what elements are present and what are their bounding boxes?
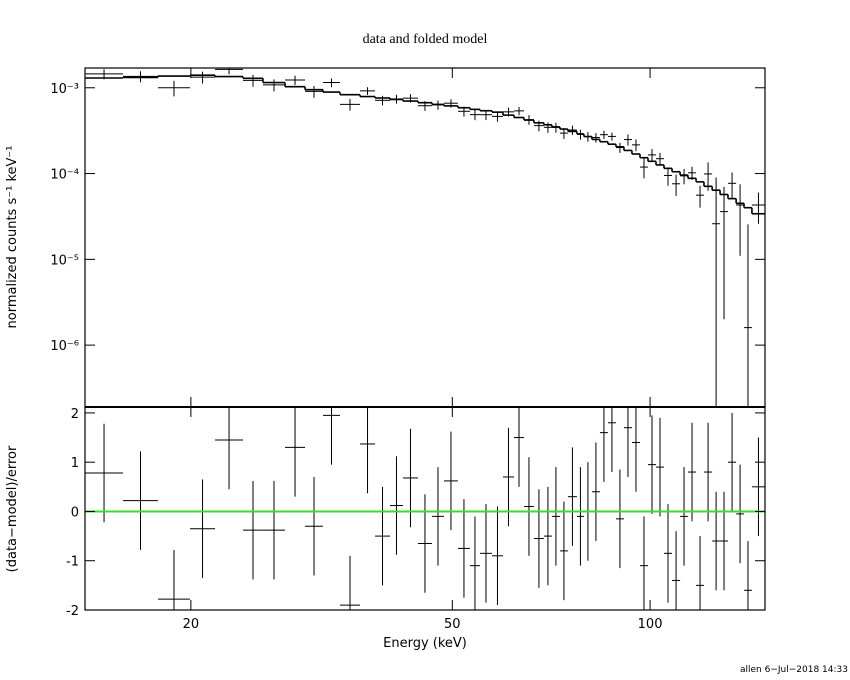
x-tick-label: 50 [444, 617, 461, 632]
y-axis-label: normalized counts s⁻¹ keV⁻¹ [5, 146, 20, 329]
x-tick-label: 100 [638, 617, 663, 632]
spectrum-panel [85, 68, 765, 407]
axes: 20 50 100 10⁻³ 10⁻⁴ 10⁻⁵ 10⁻⁶ -2 -1 0 1 2 [50, 67, 766, 632]
y-tick-label: 10⁻⁶ [50, 339, 79, 354]
chart-title: data and folded model [363, 32, 488, 47]
residual-y-tick-label: 1 [71, 456, 79, 471]
residual-axis-label: (data−model)/error [5, 445, 20, 572]
residual-y-tick-label: -1 [66, 555, 79, 570]
x-axis-label: Energy (keV) [383, 636, 467, 651]
residual-panel [85, 407, 765, 610]
residual-y-tick-label: 2 [71, 407, 79, 422]
x-tick-label: 20 [183, 617, 200, 632]
footer: allen 6−Jul−2018 14:33 [740, 665, 848, 675]
y-tick-label: 10⁻³ [50, 82, 79, 97]
residual-y-tick-label: -2 [66, 604, 79, 619]
residual-y-tick-label: 0 [71, 505, 79, 520]
y-tick-label: 10⁻⁴ [50, 168, 79, 183]
y-tick-label: 10⁻⁵ [50, 253, 79, 268]
